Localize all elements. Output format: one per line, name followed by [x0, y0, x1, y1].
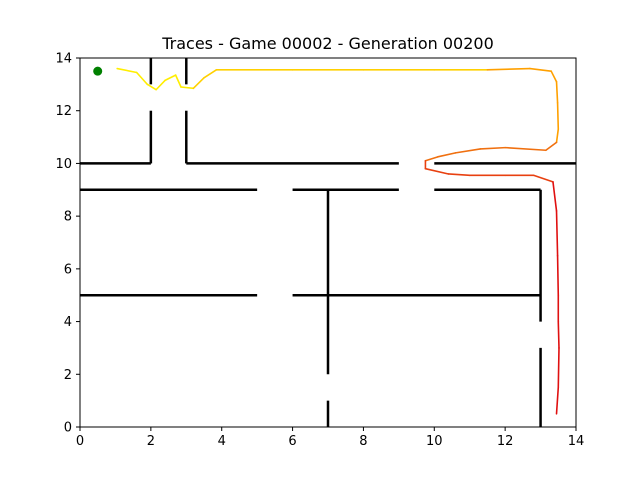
y-tick-label: 12	[55, 104, 72, 119]
y-tick-label: 8	[64, 210, 72, 225]
trace-segment-0	[116, 67, 138, 74]
start-point-marker	[93, 66, 103, 76]
trace-segment-35	[557, 320, 560, 349]
x-tick-label: 14	[568, 434, 585, 449]
trace-segment-17	[556, 102, 560, 130]
trace-segment-6	[180, 86, 195, 90]
trace-segment-22	[454, 148, 482, 154]
x-tick-label: 4	[218, 434, 226, 449]
x-tick-label: 12	[497, 434, 514, 449]
trace-segment-14	[529, 67, 553, 72]
trace-segment-15	[550, 70, 558, 83]
trace-segment-24	[424, 156, 439, 162]
trace-segment-30	[532, 174, 554, 183]
trace-segment-13	[486, 67, 531, 71]
trace-segment-1	[135, 71, 149, 86]
y-tick-label: 6	[64, 262, 72, 277]
trace-segment-5	[174, 74, 182, 88]
trace-segment-33	[556, 254, 560, 297]
y-tick-label: 2	[64, 368, 72, 383]
trace-segment-21	[479, 146, 506, 150]
trace-segment-18	[555, 128, 560, 144]
x-tick-label: 8	[359, 434, 367, 449]
trace-segment-2	[146, 83, 157, 91]
y-tick-label: 0	[64, 421, 72, 436]
x-tick-label: 6	[288, 434, 296, 449]
trace-segment-37	[555, 386, 560, 415]
trace-segment-26	[424, 167, 450, 175]
x-tick-label: 10	[426, 434, 443, 449]
maze-walls	[80, 58, 576, 427]
trace-segment-4	[164, 74, 177, 82]
trace-segment-16	[555, 80, 559, 104]
y-tick-label: 14	[55, 52, 72, 67]
trace-segment-32	[555, 210, 559, 257]
trace-segment-23	[437, 152, 457, 158]
chart-title: Traces - Game 00002 - Generation 00200	[161, 34, 494, 53]
trace-segment-3	[155, 79, 166, 91]
trace-segment-7	[192, 76, 205, 90]
y-tick-label: 4	[64, 315, 72, 330]
start-marker	[93, 66, 103, 76]
plot-frame	[79, 57, 577, 428]
y-axis: 0 2 4 6 8 10 12 14	[55, 52, 80, 436]
trace-segment-8	[203, 69, 218, 79]
x-axis: 0 2 4 6 8 10 12 14	[76, 427, 584, 449]
x-tick-label: 0	[76, 434, 84, 449]
trace-segment-36	[557, 347, 560, 389]
trace-segment-20	[504, 146, 547, 152]
x-tick-label: 2	[147, 434, 155, 449]
trace-segment-19	[545, 141, 558, 152]
y-tick-label: 10	[55, 157, 72, 172]
trace-path	[116, 67, 560, 415]
trace-segment-27	[447, 173, 471, 177]
trace-segment-31	[552, 181, 558, 212]
